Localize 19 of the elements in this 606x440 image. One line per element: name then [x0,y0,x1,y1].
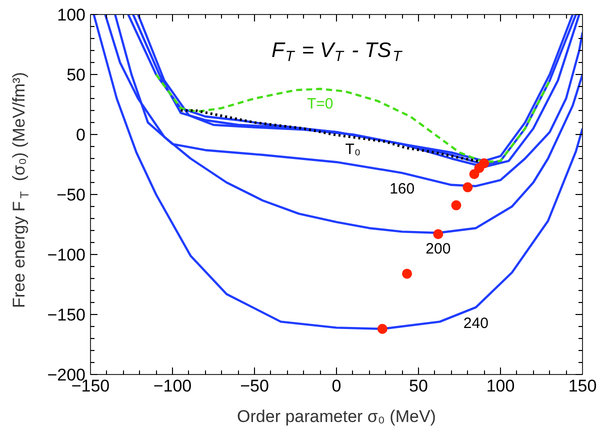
y-tick-label: 0 [76,126,86,144]
x-tick-label: 150 [568,376,597,396]
y-tick-label: −100 [47,246,86,264]
annotation: T=0 [306,95,334,112]
y-tick-label: 100 [57,6,86,24]
y-tick-label: 50 [66,66,86,84]
x-tick-label: 50 [409,376,428,396]
annotation: 200 [426,240,451,258]
x-axis-title: Order parameter σ₀ (MeV) [237,407,436,426]
y-axis-title: Free energy FT (σ₀) (MeV/fm³) [10,72,32,308]
x-tick-label: 100 [486,376,515,396]
x-tick-label: −50 [240,376,269,396]
x-tick-label: −100 [153,376,192,396]
annotation: 160 [390,180,415,198]
y-tick-label: −50 [56,186,86,204]
y-tick-label: −150 [47,306,86,324]
annotation: T₀ [345,141,361,158]
annotation: 240 [463,314,488,332]
x-tick-label: 0 [332,376,342,396]
